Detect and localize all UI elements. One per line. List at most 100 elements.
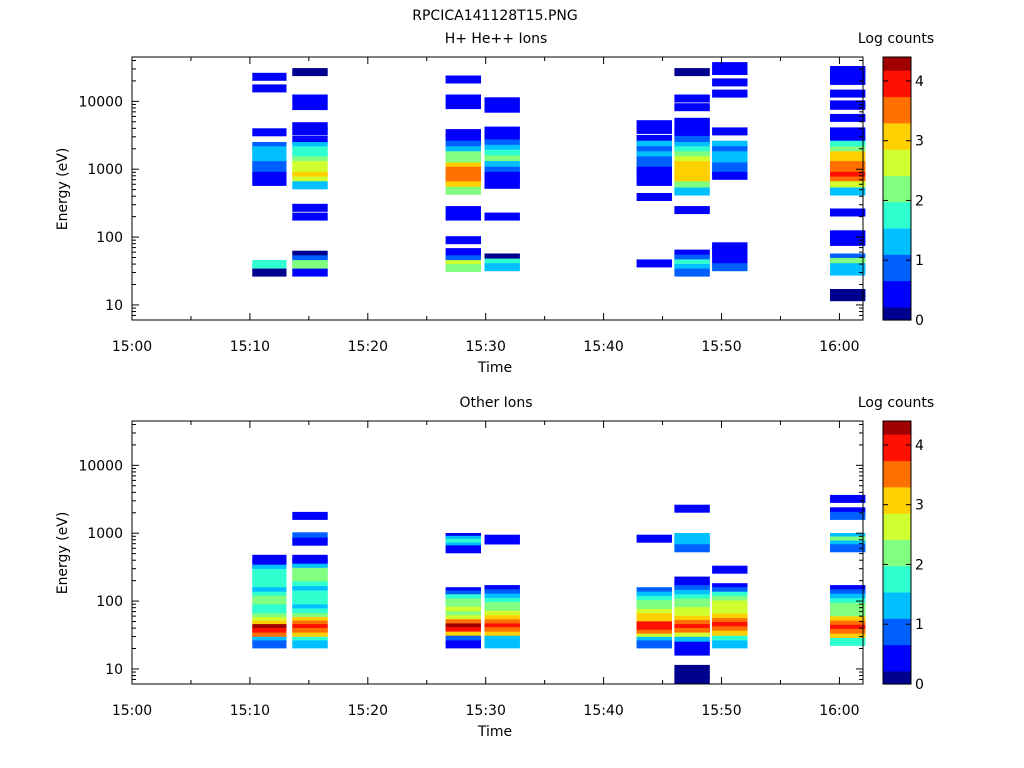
heatmap-cell [484,149,520,158]
heatmap-cell [636,621,672,630]
heatmap-cell [830,598,866,607]
colorbar-swatch [883,548,911,551]
colorbar-swatch [883,188,911,192]
colorbar-swatch [883,534,911,538]
heatmap-cell [252,587,287,596]
heatmap-cell [674,664,710,673]
colorbar-swatch [883,467,911,470]
heatmap-cell [484,606,520,615]
colorbar-swatch [883,265,911,268]
heatmap-cell [484,615,520,624]
colorbar-swatch [883,140,911,144]
colorbar-tick-label: 2 [915,557,924,573]
heatmap-cell [674,594,710,603]
heatmap-cell [830,267,866,276]
heatmap-cell [292,102,328,111]
heatmap-cell [674,589,710,598]
heatmap-cell [636,134,672,143]
colorbar-swatch [883,440,911,444]
heatmap-cell [674,187,710,196]
heatmap-cell [484,602,520,611]
colorbar-swatch [883,311,911,315]
panel-title: Other Ions [459,395,532,411]
colorbar-swatch [883,142,911,146]
colorbar-swatch [883,89,911,93]
colorbar-swatch [883,309,911,312]
heatmap-cell [674,103,710,112]
colorbar-swatch [883,600,911,604]
heatmap-cell [252,560,287,569]
heatmap-cell [292,151,328,160]
heatmap-cell [252,628,287,636]
heatmap-cell [484,631,520,640]
colorbar-swatch [883,436,911,440]
colorbar-swatch [883,157,911,161]
heatmap-cell [445,255,481,264]
heatmap-cell [674,206,710,215]
heatmap-cell [292,212,328,221]
heatmap-cell [484,598,520,606]
colorbar-swatch [883,620,911,624]
heatmap-cell [830,176,866,185]
colorbar-swatch [883,657,911,661]
heatmap-cell [830,544,866,553]
colorbar-swatch [883,304,911,308]
heatmap-cell [445,545,481,554]
heatmap-cells-group [252,62,866,302]
colorbar-tick-label: 2 [915,193,924,209]
heatmap-cell [674,647,710,656]
colorbar-swatch [883,464,911,468]
heatmap-cell [636,625,672,634]
heatmap-cell [292,127,328,136]
heatmap-cell [484,212,520,221]
heatmap-cell [830,127,866,136]
colorbar-swatch [883,306,911,310]
panel-h-he-ions: H+ He++ Ions Log counts Time Energy (eV)… [55,31,934,376]
colorbar-swatch [883,315,911,319]
x-tick-label: 15:00 [112,339,152,355]
heatmap-cell [712,146,748,155]
heatmap-cell [484,155,520,164]
heatmap-cell [484,139,520,148]
heatmap-cell [445,606,481,615]
colorbar-swatch [883,469,911,473]
heatmap-cell [292,628,328,636]
heatmap-cell [252,595,287,604]
colorbar-swatch [883,61,911,65]
heatmap-cell [830,171,866,180]
heatmap-cell [712,151,748,160]
heatmap-cell [445,598,481,607]
heatmap-cell [445,631,481,640]
colorbar-swatch [883,631,911,635]
heatmap-cell [830,593,866,602]
heatmap-cell [484,171,520,180]
colorbar-swatch [883,583,911,586]
heatmap-cell [292,590,328,599]
heatmap-cell [252,608,287,617]
colorbar-swatch [883,421,911,424]
colorbar-swatch [883,517,911,521]
colorbar-swatch [883,70,911,73]
colorbar-swatch [883,580,911,584]
colorbar-swatch [883,477,911,481]
heatmap-cell [830,511,866,520]
colorbar-tick-label: 1 [915,617,924,633]
colorbar-swatch [883,256,911,260]
colorbar-swatch [883,219,911,222]
heatmap-cell [712,258,748,267]
colorbar-swatch [883,241,911,244]
heatmap-cell [252,166,287,175]
heatmap-cell [252,171,287,180]
colorbar-swatch [883,598,911,602]
colorbar-swatch [883,122,911,126]
heatmap-cell [830,89,866,98]
colorbar-swatch [883,100,911,104]
colorbar-swatch [883,526,911,529]
colorbar-swatch [883,545,911,549]
heatmap-cell [674,598,710,607]
colorbar-swatch [883,609,911,613]
heatmap-cell [252,151,287,160]
heatmap-cell [830,585,866,594]
colorbar-swatch [883,589,911,593]
heatmap-cell [712,626,748,635]
